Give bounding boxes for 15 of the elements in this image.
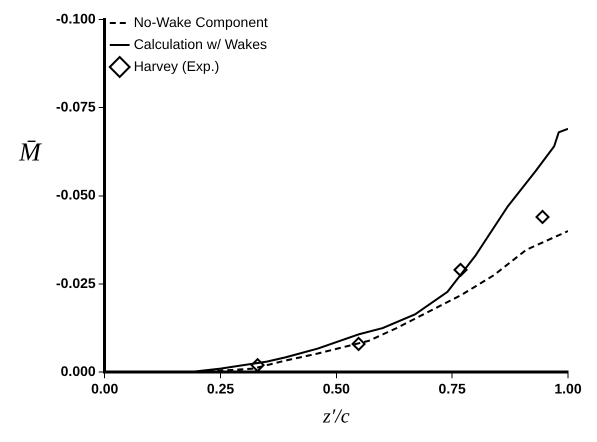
x-tick-label: 0.25 (206, 380, 234, 396)
x-tick-label: 1.00 (554, 380, 582, 396)
legend-label: No-Wake Component (134, 14, 268, 30)
x-tick-label: 0.50 (322, 380, 350, 396)
legend-label: Harvey (Exp.) (134, 58, 220, 74)
y-tick-label: -0.100 (56, 10, 96, 26)
y-axis-title: M̄ (18, 137, 42, 166)
y-tick-label: -0.075 (56, 98, 96, 114)
x-tick-label: 0.00 (91, 380, 119, 396)
y-tick-label: -0.025 (56, 274, 96, 291)
x-tick-label: 0.75 (438, 380, 466, 396)
legend-label: Calculation w/ Wakes (134, 36, 268, 52)
y-tick-label: -0.050 (56, 186, 96, 203)
x-axis-title: z′/c (322, 405, 350, 428)
y-tick-label: 0.000 (60, 363, 96, 380)
